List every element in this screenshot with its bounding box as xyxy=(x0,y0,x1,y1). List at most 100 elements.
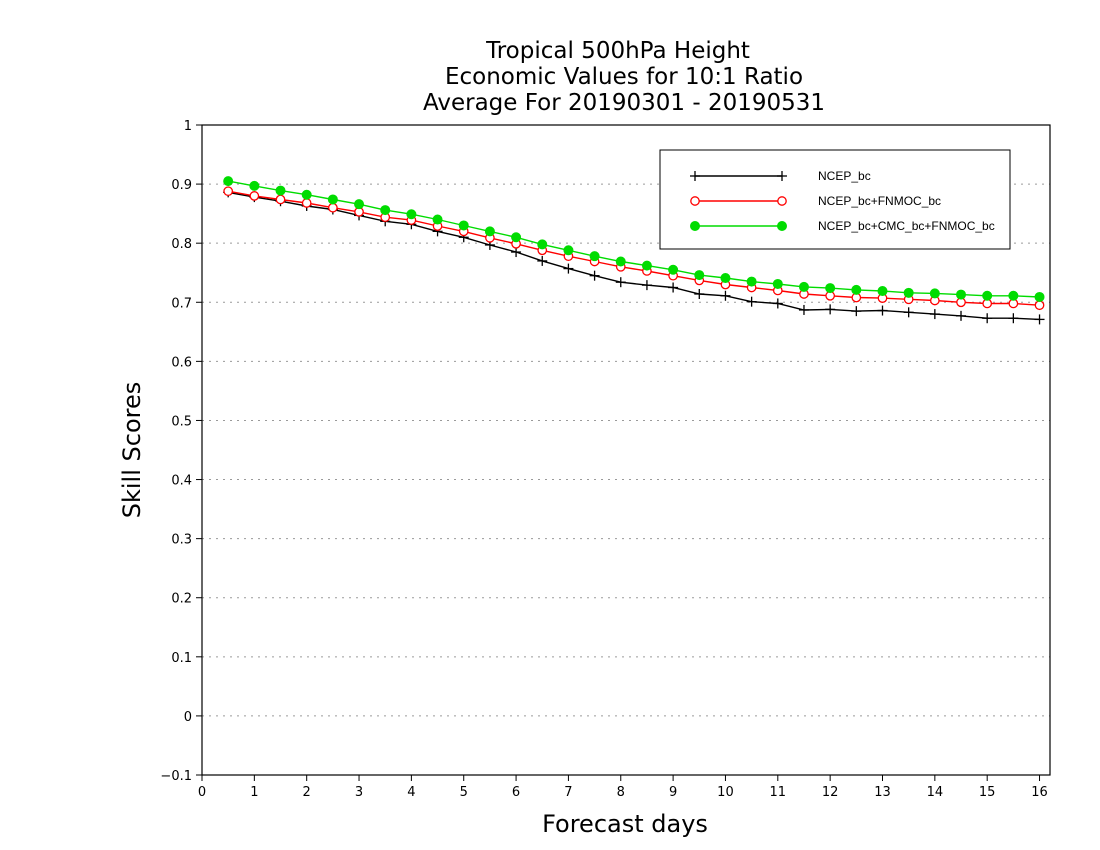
data-point xyxy=(798,281,809,292)
data-point xyxy=(956,289,967,300)
x-tick-label: 14 xyxy=(927,785,944,800)
data-point xyxy=(589,251,600,262)
data-point xyxy=(982,313,993,324)
x-tick-label: 13 xyxy=(874,785,891,800)
data-point xyxy=(903,307,914,318)
legend-marker-start xyxy=(690,171,700,181)
data-point xyxy=(982,290,993,301)
legend-label: NCEP_bc xyxy=(818,169,871,183)
x-tick-label: 6 xyxy=(512,785,520,800)
x-tick-label: 0 xyxy=(198,785,206,800)
legend-entry: NCEP_bc xyxy=(690,169,871,183)
data-point xyxy=(484,226,495,237)
data-point xyxy=(851,306,862,317)
legend-label: NCEP_bc+CMC_bc+FNMOC_bc xyxy=(818,219,995,233)
data-point xyxy=(746,296,757,307)
x-tick-label: 1 xyxy=(250,785,258,800)
y-axis-label: Skill Scores xyxy=(118,382,146,519)
data-point xyxy=(615,277,626,288)
data-point xyxy=(1034,291,1045,302)
data-point xyxy=(851,284,862,295)
y-tick-label: 1 xyxy=(184,119,192,134)
data-point xyxy=(798,304,809,315)
legend-marker-end xyxy=(777,171,787,181)
y-tick-label: −0.1 xyxy=(160,769,192,784)
data-point xyxy=(956,310,967,321)
x-tick-label: 8 xyxy=(617,785,625,800)
data-point xyxy=(746,276,757,287)
data-point xyxy=(641,260,652,271)
chart-title-line-1: Tropical 500hPa Height xyxy=(485,38,750,64)
data-point xyxy=(929,288,940,299)
data-point xyxy=(720,273,731,284)
legend-entry: NCEP_bc+FNMOC_bc xyxy=(690,194,941,208)
y-tick-label: 0.6 xyxy=(171,355,192,370)
data-point xyxy=(354,199,365,210)
data-point xyxy=(877,305,888,316)
data-point xyxy=(589,270,600,281)
x-tick-label: 10 xyxy=(717,785,734,800)
data-point xyxy=(615,256,626,267)
data-point xyxy=(511,247,522,258)
x-tick-label: 4 xyxy=(407,785,415,800)
data-point xyxy=(563,263,574,274)
plot-frame xyxy=(201,124,1051,776)
data-point xyxy=(825,304,836,315)
data-point xyxy=(432,214,443,225)
data-point xyxy=(563,245,574,256)
data-point xyxy=(275,194,286,205)
x-tick-label: 15 xyxy=(979,785,996,800)
legend-marker-end xyxy=(777,196,787,206)
x-tick-label: 2 xyxy=(303,785,311,800)
data-point xyxy=(668,264,679,275)
grid-lines xyxy=(202,183,1050,717)
data-point xyxy=(720,290,731,301)
y-tick-label: 0.5 xyxy=(171,414,192,429)
x-tick-label: 3 xyxy=(355,785,363,800)
chart-title-line-2: Economic Values for 10:1 Ratio xyxy=(445,64,803,90)
data-point xyxy=(641,280,652,291)
y-tick-label: 0.7 xyxy=(171,296,192,311)
data-point xyxy=(328,202,338,213)
data-point xyxy=(537,255,548,266)
y-tick-label: 0.1 xyxy=(171,651,192,666)
y-tick-label: 0.4 xyxy=(171,474,192,489)
data-point xyxy=(694,270,705,281)
legend-entry: NCEP_bc+CMC_bc+FNMOC_bc xyxy=(690,219,995,233)
data-point xyxy=(1034,300,1045,311)
x-tick-label: 11 xyxy=(770,785,787,800)
data-point xyxy=(877,286,888,297)
data-point xyxy=(223,186,234,197)
data-point xyxy=(694,289,705,299)
data-point xyxy=(1034,314,1045,325)
legend: NCEP_bc NCEP_bc+FNMOC_bc NCEP_bc+CMC_bc+FN… xyxy=(659,149,1011,250)
x-tick-label: 9 xyxy=(669,785,677,800)
y-tick-label: 0.2 xyxy=(171,592,192,607)
data-point xyxy=(275,185,286,196)
data-point xyxy=(249,191,260,201)
legend-marker-start xyxy=(690,221,700,231)
data-point xyxy=(380,205,391,216)
data-point xyxy=(327,194,338,205)
data-point xyxy=(668,282,679,293)
data-point xyxy=(929,309,940,320)
data-point xyxy=(301,189,312,200)
x-tick-label: 7 xyxy=(564,785,572,800)
data-series xyxy=(223,176,1045,325)
data-point xyxy=(458,220,469,231)
data-point xyxy=(223,176,234,187)
y-tick-label: 0.3 xyxy=(171,533,192,548)
data-point xyxy=(249,180,260,191)
x-axis-label: Forecast days xyxy=(542,810,708,838)
legend-box xyxy=(659,149,1011,250)
y-tick-label: 0.8 xyxy=(171,237,192,252)
data-point xyxy=(903,287,914,298)
chart-title-line-3: Average For 20190301 - 20190531 xyxy=(423,90,825,116)
data-point xyxy=(301,198,312,208)
data-point xyxy=(406,209,417,220)
y-tick-label: 0 xyxy=(184,710,192,725)
legend-label: NCEP_bc+FNMOC_bc xyxy=(818,194,941,208)
axes: −0.100.10.20.30.40.50.60.70.80.910 1 2 3 4 5 6… xyxy=(160,119,1051,800)
x-tick-label: 12 xyxy=(822,785,839,800)
